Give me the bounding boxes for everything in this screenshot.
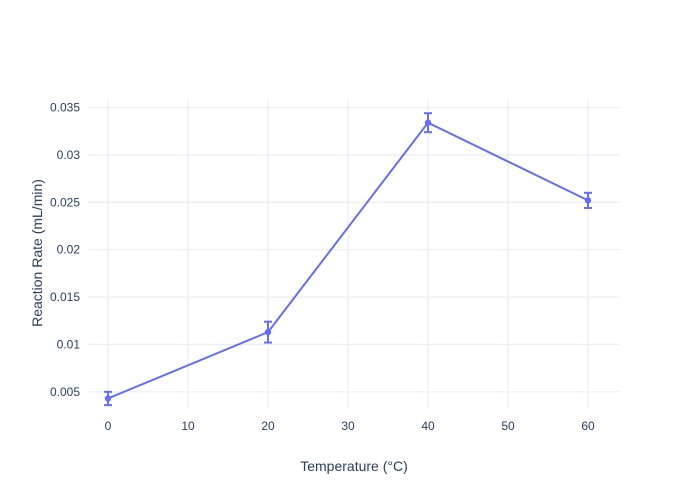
- data-point[interactable]: [584, 197, 592, 204]
- grid-layer: [88, 99, 620, 407]
- data-point[interactable]: [424, 119, 432, 126]
- y-axis-title: Reaction Rate (mL/min): [29, 179, 45, 327]
- data-point[interactable]: [104, 395, 112, 402]
- y-tick-label: 0.01: [57, 337, 81, 351]
- y-tick-label: 0.03: [57, 148, 81, 162]
- x-tick-label: 20: [261, 419, 275, 433]
- x-tick-label: 30: [341, 419, 355, 433]
- series-layer: [104, 112, 592, 407]
- y-tick-label: 0.005: [50, 385, 80, 399]
- y-tick-label: 0.025: [50, 195, 80, 209]
- y-tick-label: 0.02: [57, 243, 81, 257]
- y-tick-label: 0.015: [50, 290, 80, 304]
- series-line: [107, 121, 589, 400]
- y-tick-label: 0.035: [50, 101, 80, 115]
- x-tick-label: 50: [501, 419, 515, 433]
- x-axis-title: Temperature (°C): [300, 458, 408, 474]
- x-tick-label: 10: [181, 419, 195, 433]
- x-tick-label: 40: [421, 419, 435, 433]
- data-point[interactable]: [264, 328, 272, 336]
- x-tick-label: 0: [105, 419, 112, 433]
- x-tick-label: 60: [581, 419, 595, 433]
- tick-layer: 0 10 20 30 40 50 60 0.005 0.01 0.015 0.02 0.025 0.03…: [50, 101, 595, 433]
